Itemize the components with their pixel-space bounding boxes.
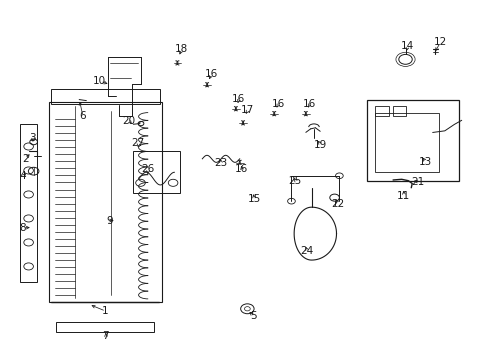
Bar [133,151,180,193]
Text: 16: 16 [271,99,284,109]
Text: 18: 18 [174,45,187,54]
Text: 15: 15 [247,194,260,204]
Text: 26: 26 [141,165,154,174]
Text: 7: 7 [102,331,109,341]
Text: 1: 1 [102,306,109,316]
Bar [366,100,458,181]
Text: 9: 9 [106,216,112,226]
Bar [392,105,406,116]
Text: 16: 16 [302,99,315,109]
Text: 24: 24 [300,246,313,256]
Text: 19: 19 [313,140,326,150]
Text: 11: 11 [396,191,409,201]
Text: 5: 5 [249,311,256,321]
Text: 6: 6 [79,112,86,121]
Text: 16: 16 [232,94,245,104]
Bar [375,113,438,172]
Text: 4: 4 [19,171,26,181]
Text: 14: 14 [400,41,413,51]
Text: 16: 16 [235,165,248,174]
Text: 2: 2 [22,154,29,164]
Bar [56,322,154,332]
Text: 12: 12 [432,37,446,48]
Text: 22: 22 [330,199,344,209]
Bar [49,102,161,302]
Text: 17: 17 [240,105,253,115]
Text: 10: 10 [93,76,106,86]
Text: 25: 25 [288,176,301,186]
Text: 16: 16 [204,69,217,79]
Bar [20,123,37,282]
Text: 8: 8 [19,222,26,233]
Text: 23: 23 [213,158,227,168]
Text: 3: 3 [29,133,36,143]
Text: 21: 21 [410,177,424,187]
Text: 13: 13 [418,157,431,167]
Bar [51,89,160,104]
Text: 27: 27 [131,138,144,148]
Text: 20: 20 [122,116,135,126]
Bar [375,105,388,116]
